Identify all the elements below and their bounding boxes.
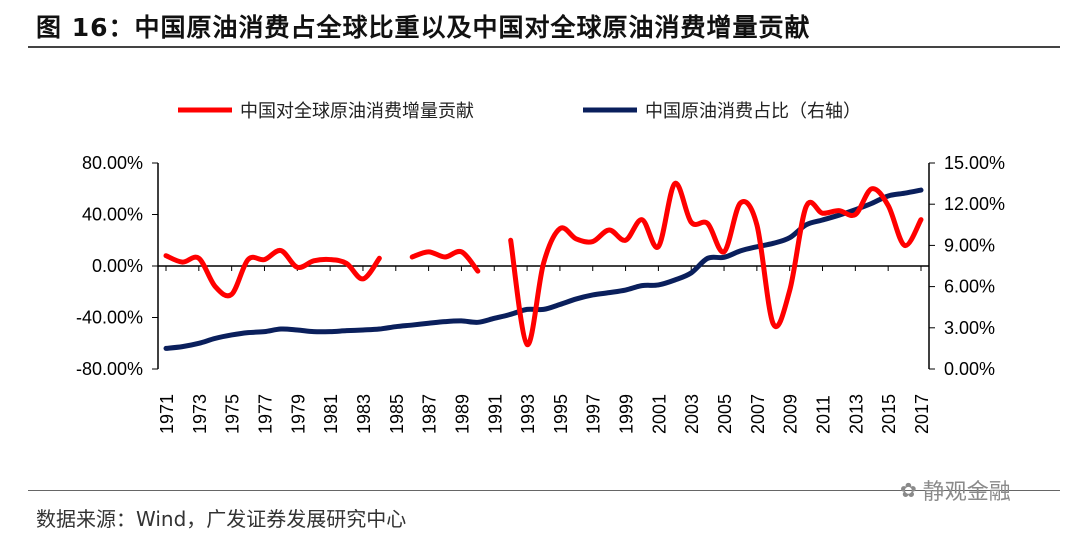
figure-title: 图 16：中国原油消费占全球比重以及中国对全球原油消费增量贡献 xyxy=(36,13,811,42)
x-tick-label: 1975 xyxy=(223,394,243,434)
x-tick-label: 1973 xyxy=(190,394,210,434)
left-tick-label: -80.00% xyxy=(76,359,143,379)
x-tick-label: 1979 xyxy=(288,394,308,434)
x-tick-label: 1989 xyxy=(452,394,472,434)
left-tick-label: 80.00% xyxy=(82,153,143,173)
series-line-china-increment-contribution xyxy=(409,248,481,274)
x-tick-label: 2013 xyxy=(846,394,866,434)
x-tick-label: 2001 xyxy=(649,394,669,434)
x-tick-label: 1985 xyxy=(387,394,407,434)
right-tick-label: 12.00% xyxy=(944,194,1005,214)
x-tick-label: 2011 xyxy=(814,395,834,434)
series-line-china-increment-contribution xyxy=(163,248,382,299)
left-tick-label: 40.00% xyxy=(82,205,143,225)
x-tick-label: 1991 xyxy=(485,394,505,434)
wechat-icon: ✿ xyxy=(900,478,917,502)
x-tick-label: 2003 xyxy=(682,394,702,434)
series-line-china-increment-contribution xyxy=(508,181,924,348)
x-tick-label: 1983 xyxy=(354,394,374,434)
watermark-text: 静观金融 xyxy=(922,480,1011,505)
x-tick-label: 2005 xyxy=(715,394,735,434)
watermark: ✿ 静观金融 xyxy=(900,474,1011,506)
legend-label-china-share: 中国原油消费占比（右轴） xyxy=(645,101,861,122)
x-tick-label: 1997 xyxy=(584,394,604,434)
bottom-divider xyxy=(28,490,1060,491)
x-tick-label: 1999 xyxy=(617,394,637,434)
right-tick-label: 9.00% xyxy=(944,235,995,255)
x-tick-label: 1981 xyxy=(321,394,341,434)
x-tick-label: 1993 xyxy=(518,394,538,434)
x-tick-label: 1987 xyxy=(420,394,440,434)
legend-label-increment-contribution: 中国对全球原油消费增量贡献 xyxy=(240,101,474,122)
right-tick-label: 15.00% xyxy=(944,153,1005,173)
x-tick-label: 1971 xyxy=(157,394,177,434)
x-tick-label: 1995 xyxy=(551,394,571,434)
x-tick-label: 2017 xyxy=(912,394,932,434)
x-tick-label: 2015 xyxy=(879,394,899,434)
title-divider xyxy=(28,46,1060,48)
right-tick-label: 0.00% xyxy=(944,359,995,379)
source-note: 数据来源：Wind，广发证券发展研究中心 xyxy=(36,507,407,531)
x-tick-label: 2007 xyxy=(748,394,768,434)
left-tick-label: 0.00% xyxy=(92,256,143,276)
right-tick-label: 6.00% xyxy=(944,277,995,297)
x-tick-label: 1977 xyxy=(255,394,275,434)
right-tick-label: 3.00% xyxy=(944,318,995,338)
x-tick-label: 2009 xyxy=(781,394,801,434)
left-tick-label: -40.00% xyxy=(76,308,143,328)
